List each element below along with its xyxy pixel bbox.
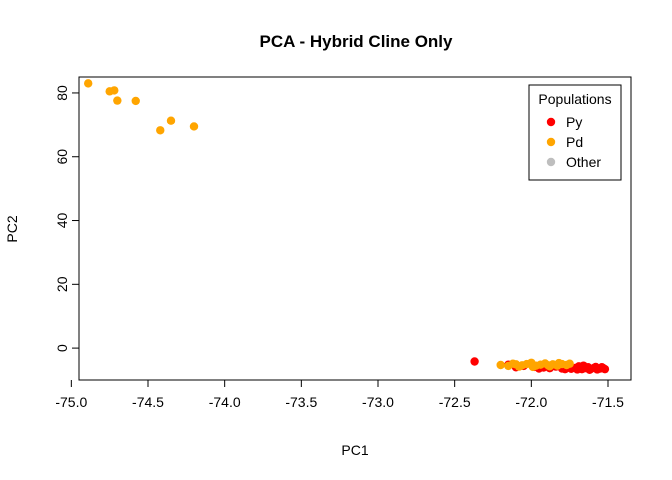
y-tick-label: 0: [54, 344, 70, 352]
legend: Populations Py Pd Other: [528, 84, 622, 181]
x-tick-label: -74.0: [209, 394, 241, 410]
y-axis: 0 20 40 60 80: [54, 85, 79, 352]
y-tick-label: 40: [54, 213, 70, 229]
legend-label: Pd: [566, 134, 583, 150]
data-point-py: [585, 365, 594, 374]
data-point-pd: [496, 360, 505, 370]
x-tick-label: -73.5: [285, 394, 317, 410]
data-point-pd: [545, 362, 554, 371]
data-points: [84, 79, 610, 374]
x-tick-label: -75.0: [55, 394, 87, 410]
data-point-pd: [528, 362, 538, 372]
y-axis-label: PC2: [4, 215, 20, 242]
data-point-pd: [554, 358, 564, 368]
x-tick-label: -73.0: [362, 394, 394, 410]
legend-label: Other: [566, 154, 601, 170]
data-point-py: [579, 361, 588, 370]
data-point-py: [600, 364, 610, 374]
x-tick-label: -72.5: [439, 394, 471, 410]
data-point-pd: [166, 116, 176, 125]
legend-marker: [546, 157, 556, 167]
data-point-pd: [131, 96, 140, 106]
legend-title: Populations: [538, 91, 611, 107]
y-tick-label: 20: [54, 276, 70, 292]
y-tick-label: 60: [54, 149, 70, 165]
data-point-pd: [156, 126, 165, 135]
data-point-py: [573, 365, 582, 374]
data-point-pd: [113, 96, 122, 105]
x-tick-label: -71.5: [592, 394, 624, 410]
x-tick-label: -74.5: [132, 394, 164, 410]
chart-title: PCA - Hybrid Cline Only: [259, 32, 453, 51]
x-axis: -75.0 -74.5 -74.0 -73.5 -73.0 -72.5 -72.0 -71.5: [55, 380, 624, 410]
data-point-pd: [508, 359, 518, 368]
data-point-pd: [565, 359, 574, 368]
data-point-pd: [84, 79, 93, 88]
plot-frame: [78, 76, 632, 381]
x-tick-label: -72.0: [515, 394, 547, 410]
data-point-pd: [189, 122, 199, 131]
data-point-py: [470, 357, 479, 366]
x-axis-label: PC1: [341, 442, 368, 458]
data-point-pd: [110, 86, 119, 95]
legend-marker: [546, 137, 556, 147]
legend-marker: [546, 117, 556, 127]
legend-label: Py: [566, 114, 582, 130]
y-tick-label: 80: [54, 85, 70, 101]
legend-entries: Py Pd Other: [546, 114, 601, 170]
legend-box: [528, 84, 622, 181]
